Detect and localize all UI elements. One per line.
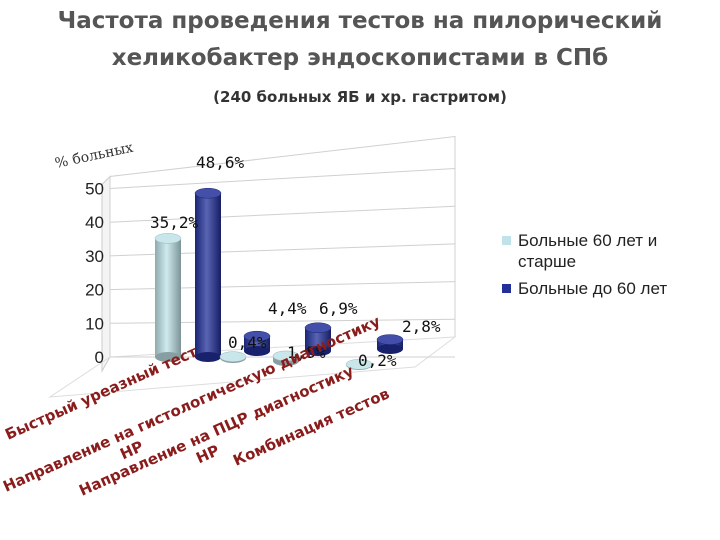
gridline [109,205,456,223]
bar-younger-1-top [243,330,271,342]
chart-title-line-2: хеликобактер эндоскопистами в СПб [111,45,609,71]
bar-older-1-top [219,351,247,362]
bar-older-0-base [155,352,181,362]
legend-item-younger: Больные до 60 лет [502,278,712,299]
legend-label-older: Больные 60 лет и старше [518,231,658,271]
data-label-older-3: 0,2% [358,351,397,370]
chart-legend: Больные 60 лет и старше Больные до 60 ле… [502,230,712,305]
y-tick-label: 30 [85,247,104,266]
data-label-older-1: 0,4% [228,333,267,352]
y-tick-label: 0 [95,348,104,367]
legend-item-older: Больные 60 лет и старше [502,230,712,272]
y-tick-label: 20 [85,281,104,300]
data-label-younger-1: 4,4% [268,299,307,318]
bar-older-0-top [154,233,182,244]
bar-younger-0-base [195,352,221,362]
bar-younger-0-top [194,187,222,199]
bar-older-2-top [272,350,300,362]
data-label-younger-0: 48,6% [196,153,245,172]
bar-older-3-top [345,359,373,370]
side-wall [101,175,111,373]
y-tick-label: 10 [85,314,104,333]
data-label-younger-3: 2,8% [402,317,441,336]
back-wall [109,135,456,357]
y-axis-label: % больных [54,140,135,172]
bar-younger-3-top [376,334,404,345]
bar-younger-3-base [377,344,403,354]
legend-label-younger: Больные до 60 лет [518,279,668,298]
chart-subtitle: (240 больных ЯБ и хр. гастритом) [213,88,507,106]
bar-younger-2-body [305,327,331,351]
y-tick-label: 40 [85,213,104,232]
data-label-older-2: 1,5% [287,343,326,362]
floor [48,336,457,398]
y-tick-label: 50 [85,180,104,199]
bar-older-0-body [155,238,181,357]
legend-swatch-younger [502,284,511,293]
data-label-younger-2: 6,9% [319,299,358,318]
bar-younger-1-base [244,346,270,356]
data-label-older-0: 35,2% [150,213,199,232]
bar-younger-2-top [304,322,332,333]
gridline [109,168,456,189]
legend-swatch-older [502,236,511,245]
bar-younger-2-base [305,346,331,356]
bar-younger-0-body [195,193,221,357]
chart-title-line-1: Частота проведения тестов на пилорически… [57,8,663,34]
